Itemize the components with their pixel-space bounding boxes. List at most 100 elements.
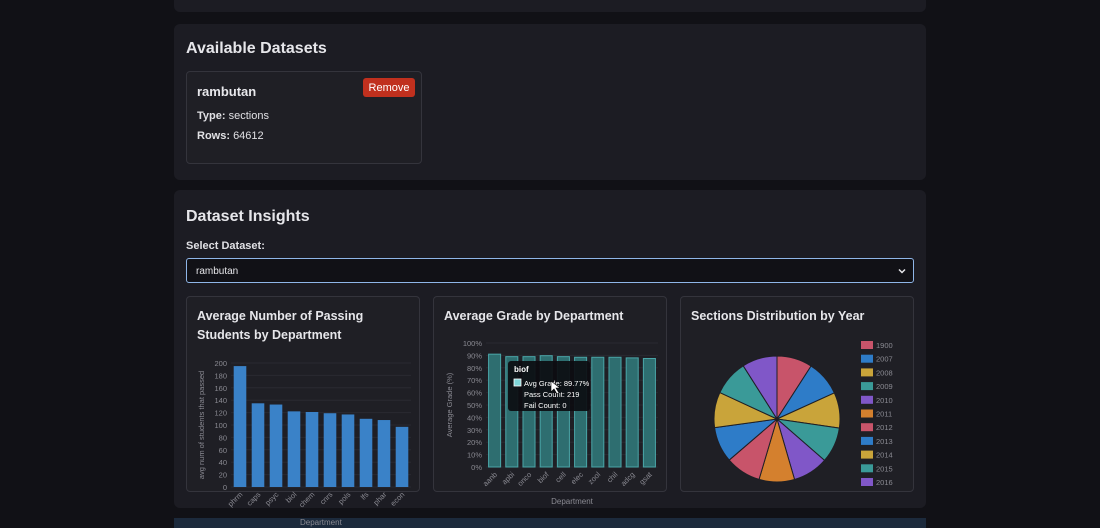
- grade-x-axis-label: Department: [551, 497, 594, 506]
- passing-y-tick-label: 140: [214, 396, 227, 405]
- passing-x-tick-label: phrm: [226, 490, 244, 508]
- passing-bar-chart[interactable]: 0 20 40 60 80 100 120 140 160 180 200 avg num of st…: [187, 297, 419, 509]
- chart-title-grade: Average Grade by Department: [444, 309, 624, 323]
- grade-y-tick-label: 90%: [467, 351, 482, 360]
- passing-x-tick-label: psyc: [263, 490, 280, 507]
- grade-bar-aanb: [488, 353, 502, 468]
- passing-y-tick-label: 160: [214, 384, 227, 393]
- grade-tooltip: [508, 361, 590, 411]
- grade-bar-zool: [591, 356, 605, 468]
- passing-x-tick-label: chem: [297, 490, 316, 509]
- grade-tooltip-line2: Pass Count: 219: [524, 390, 579, 399]
- passing-y-axis-label: avg num of students that passed: [197, 371, 206, 479]
- pie-legend-swatch-2015: [861, 464, 873, 473]
- grade-x-tick-label: apbi: [500, 470, 517, 487]
- top-panel: [174, 0, 926, 12]
- grade-x-tick-label: biof: [536, 469, 552, 485]
- passing-x-tick-label: pols: [336, 490, 352, 506]
- grade-bar-adcg: [625, 357, 639, 468]
- grade-tooltip-line3: Fail Count: 0: [524, 401, 567, 410]
- pie-legend-label-2011: 2011: [876, 410, 892, 419]
- passing-y-tick-label: 80: [219, 433, 227, 442]
- grade-x-tick-label: elec: [569, 470, 585, 486]
- type-label: Type:: [197, 110, 226, 122]
- passing-y-tick-label: 40: [219, 458, 227, 467]
- chevron-down-icon: [898, 268, 906, 274]
- pie-legend-swatch-2016: [861, 478, 873, 486]
- pie-legend-swatch-2014: [861, 450, 873, 459]
- grade-y-tick-label: 30%: [467, 426, 482, 435]
- dataset-select-value: rambutan: [196, 266, 239, 277]
- grade-x-tick-label: gsat: [637, 469, 654, 486]
- passing-x-tick-label: caps: [245, 490, 263, 508]
- grade-y-tick-label: 100%: [463, 339, 483, 348]
- chart-title-passing-line2: Students by Department: [197, 328, 342, 342]
- pie-legend-swatch-2013: [861, 436, 873, 445]
- passing-y-tick-label: 200: [214, 359, 227, 368]
- grade-bar-chart[interactable]: 0%10%20%30%40%50%60%70%80%90%100%Average…: [434, 297, 666, 506]
- pie-legend-swatch-2007: [861, 354, 873, 363]
- grade-y-tick-label: 80%: [467, 364, 482, 373]
- grade-x-tick-label: onco: [516, 470, 534, 488]
- year-pie-chart[interactable]: 1900 2007 2008 2009 2010 2011 2012 2013 2014 2015…: [681, 297, 913, 493]
- grade-y-tick-label: 60%: [467, 389, 482, 398]
- type-value: sections: [228, 110, 269, 122]
- grade-y-tick-label: 10%: [467, 451, 482, 460]
- grade-bar-gsat: [642, 358, 656, 468]
- grade-y-tick-label: 20%: [467, 438, 482, 447]
- passing-bar-econ: [395, 426, 409, 487]
- dataset-rows: Rows: 64612: [197, 130, 264, 142]
- passing-bar-chem: [305, 411, 319, 487]
- pie-legend-swatch-2008: [861, 368, 873, 377]
- section-title-datasets: Available Datasets: [186, 40, 327, 57]
- passing-y-tick-label: 0: [223, 483, 227, 492]
- select-dataset-label: Select Dataset:: [186, 240, 265, 252]
- pie-legend-label-2010: 2010: [876, 396, 893, 405]
- passing-x-tick-label: cnrs: [318, 490, 335, 507]
- grade-y-axis-label: Average Grade (%): [445, 372, 454, 437]
- pie-legend-swatch-2010: [861, 395, 873, 404]
- chart-card-grade: Average Grade by Department 0% 10% 20% 30% 4…: [433, 296, 667, 506]
- available-datasets-panel: Available Datasets rambutan Remove Type:…: [174, 24, 926, 180]
- pie-slice-2016: [742, 355, 778, 421]
- bottom-panel: Department: [174, 518, 926, 528]
- pie-legend-swatch-1900: [861, 341, 873, 349]
- dataset-insights-panel: Dataset Insights Select Dataset: rambuta…: [174, 190, 926, 509]
- rows-label: Rows:: [197, 130, 230, 142]
- pie-legend-label-1900: 1900: [876, 341, 893, 350]
- passing-y-tick-label: 20: [219, 471, 227, 480]
- grade-x-tick-label: adcg: [619, 470, 637, 488]
- dataset-type: Type: sections: [197, 110, 269, 122]
- passing-y-tick-label: 60: [219, 446, 227, 455]
- chart-card-years: Sections Distribution by Year 1900 2007 20…: [680, 296, 914, 492]
- passing-bar-phar: [377, 420, 391, 487]
- passing-bar-biol: [287, 411, 301, 487]
- passing-bar-cnrs: [323, 413, 337, 487]
- chart-title-passing: Average Number of Passing Students by De…: [197, 307, 363, 345]
- passing-bar-pols: [341, 414, 355, 487]
- remove-dataset-button[interactable]: Remove: [363, 78, 415, 97]
- passing-x-tick-label: econ: [389, 490, 407, 508]
- pie-legend-label-2016: 2016: [876, 478, 893, 487]
- passing-bar-phrm: [233, 366, 247, 487]
- pie-legend-swatch-2009: [861, 382, 873, 391]
- passing-x-tick-label: lfs: [359, 490, 371, 502]
- grade-y-tick-label: 0%: [471, 463, 482, 472]
- grade-y-tick-label: 50%: [467, 401, 482, 410]
- pie-legend-label-2009: 2009: [876, 382, 893, 391]
- pie-legend-label-2015: 2015: [876, 464, 893, 473]
- grade-x-tick-label: cell: [553, 470, 568, 485]
- pie-legend-label-2014: 2014: [876, 451, 893, 460]
- passing-bar-psyc: [269, 404, 283, 487]
- pie-legend-swatch-2012: [861, 423, 873, 432]
- pie-legend-label-2007: 2007: [876, 355, 893, 364]
- grade-bar-chil: [608, 356, 622, 468]
- dataset-select[interactable]: rambutan: [186, 258, 914, 283]
- dataset-card: rambutan Remove Type: sections Rows: 646…: [186, 71, 422, 164]
- grade-tooltip-swatch: [513, 378, 522, 387]
- passing-bar-caps: [251, 403, 265, 487]
- passing-bar-lfs: [359, 418, 373, 487]
- chart-card-passing: Average Number of Passing Students by De…: [186, 296, 420, 509]
- chart-title-years: Sections Distribution by Year: [691, 309, 865, 323]
- dataset-name: rambutan: [197, 84, 257, 99]
